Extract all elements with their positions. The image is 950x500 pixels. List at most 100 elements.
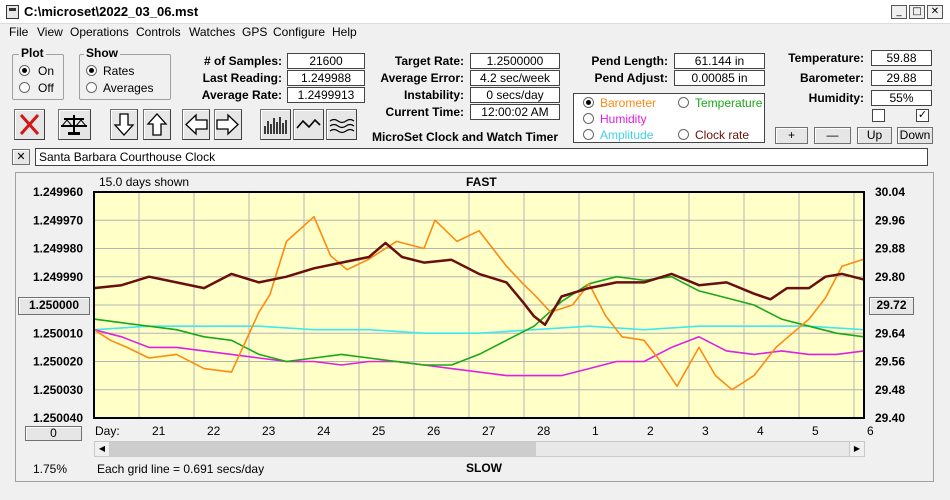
wave-icon [296, 118, 321, 129]
day-label: 23 [262, 424, 276, 438]
barometer-radio[interactable] [583, 97, 594, 108]
barometer-readout-value: 29.88 [871, 70, 932, 86]
down-button[interactable]: Down [897, 127, 933, 144]
plus-button[interactable]: + [775, 127, 808, 144]
right-tick-label: 29.40 [875, 411, 905, 425]
scroll-left-arrow[interactable]: ◀ [95, 442, 110, 456]
scroll-right-button[interactable] [214, 109, 242, 140]
target-rate-label: Target Rate: [394, 54, 464, 68]
minimize-button[interactable]: _ [891, 5, 907, 19]
plot-off-label: Off [38, 81, 54, 95]
minus-button[interactable]: — [814, 127, 851, 144]
day-label: 26 [427, 424, 441, 438]
maximize-button[interactable]: □ [909, 5, 925, 19]
right-tick-label: 29.48 [875, 383, 905, 397]
wave-view-button[interactable] [293, 109, 324, 140]
temperature-radio[interactable] [678, 97, 689, 108]
rate-chart: 1.249960 30.04 1.249970 29.96 1.249980 29.88 1… [15, 172, 934, 482]
menu-view[interactable]: View [37, 25, 63, 39]
slow-label: SLOW [466, 461, 502, 475]
amplitude-radio[interactable] [583, 129, 594, 140]
show-group-title: Show [84, 46, 120, 60]
scroll-right-arrow[interactable]: ▶ [849, 442, 864, 456]
temperature-label: Temperature [695, 96, 763, 110]
show-group [79, 54, 171, 100]
day-label: 22 [207, 424, 221, 438]
humidity-label: Humidity [600, 112, 647, 126]
app-name-label: MicroSet Clock and Watch Timer [371, 130, 559, 144]
day-label: 27 [482, 424, 496, 438]
chart-svg: 1.249960 30.04 1.249970 29.96 1.249980 29.88 1… [15, 172, 934, 482]
target-rate-value[interactable]: 1.2500000 [470, 53, 560, 69]
series-line-barometer [93, 215, 865, 391]
average-error-label: Average Error: [380, 71, 464, 85]
histogram-view-button[interactable] [260, 109, 291, 140]
show-rates-radio[interactable] [86, 65, 97, 76]
shift-down-button[interactable] [110, 109, 138, 140]
day-prefix-label: Day: [95, 424, 120, 438]
series-line-humidity [93, 328, 865, 377]
close-watch-button[interactable]: ✕ [12, 149, 30, 165]
menu-gps[interactable]: GPS [242, 25, 268, 39]
fast-label: FAST [466, 175, 497, 189]
day-label: 3 [702, 424, 709, 438]
arrow-down-icon [113, 113, 135, 136]
option-checkbox-2[interactable]: ✓ [916, 109, 929, 122]
right-tick-label: 29.96 [875, 213, 905, 227]
day-label: 24 [317, 424, 331, 438]
scroll-left-button[interactable] [182, 109, 210, 140]
day-label: 5 [812, 424, 819, 438]
plot-border [93, 191, 865, 419]
multi-wave-icon [329, 118, 355, 134]
show-averages-radio[interactable] [86, 82, 97, 93]
left-tick-label: 1.250030 [33, 383, 83, 397]
close-window-button[interactable]: ✕ [927, 5, 943, 19]
offset-button[interactable]: 0 [25, 426, 82, 441]
menu-configure[interactable]: Configure [273, 25, 326, 39]
pend-adjust-value: 0.00085 in [674, 70, 765, 86]
average-error-value: 4.2 sec/week [470, 70, 560, 86]
clock-rate-radio[interactable] [678, 129, 689, 140]
right-axis-selector: Barometer Temperature Humidity Amplitude… [573, 93, 765, 143]
pend-adjust-label: Pend Adjust: [594, 71, 668, 85]
menu-controls[interactable]: Controls [136, 25, 181, 39]
instability-label: Instability: [403, 88, 464, 102]
day-label: 25 [372, 424, 386, 438]
balance-button[interactable] [58, 109, 91, 140]
clear-data-button[interactable] [14, 109, 45, 140]
left-tick-label: 1.250010 [33, 326, 83, 340]
app-icon[interactable] [6, 5, 19, 19]
day-label: 21 [152, 424, 166, 438]
plot-on-radio[interactable] [19, 65, 30, 76]
humidity-readout-value: 55% [871, 90, 932, 106]
red-x-icon [19, 113, 40, 136]
plot-off-radio[interactable] [19, 82, 30, 93]
left-tick-label: 1.250020 [33, 355, 83, 369]
humidity-radio[interactable] [583, 113, 594, 124]
multi-wave-view-button[interactable] [326, 109, 357, 140]
menu-file[interactable]: File [9, 25, 29, 39]
barometer-readout-label: Barometer: [799, 71, 864, 85]
balance-scale-icon [60, 115, 88, 135]
right-tick-label: 29.80 [875, 270, 905, 284]
menu-help[interactable]: Help [332, 25, 357, 39]
left-tick-label: 1.249990 [33, 270, 83, 284]
scroll-thumb[interactable] [110, 442, 536, 456]
menu-watches[interactable]: Watches [189, 25, 236, 39]
watch-name-field[interactable]: Santa Barbara Courthouse Clock [35, 148, 928, 166]
center-right-button[interactable]: 29.72 [869, 297, 914, 315]
shift-up-button[interactable] [143, 109, 171, 140]
center-left-button[interactable]: 1.250000 [18, 297, 90, 315]
menu-bar: File View Operations Controls Watches GP… [0, 24, 950, 42]
menu-operations[interactable]: Operations [70, 25, 129, 39]
option-checkbox-1[interactable] [872, 109, 885, 122]
average-rate-label: Average Rate: [201, 88, 282, 102]
samples-value: 21600 [287, 53, 365, 69]
samples-label: # of Samples: [203, 54, 282, 68]
left-tick-label: 1.249970 [33, 213, 83, 227]
amplitude-label: Amplitude [600, 128, 654, 142]
up-button[interactable]: Up [857, 127, 892, 144]
day-label: 4 [757, 424, 764, 438]
left-tick-label: 1.249980 [33, 242, 83, 256]
chart-scrollbar[interactable]: ◀ ▶ [94, 441, 865, 457]
